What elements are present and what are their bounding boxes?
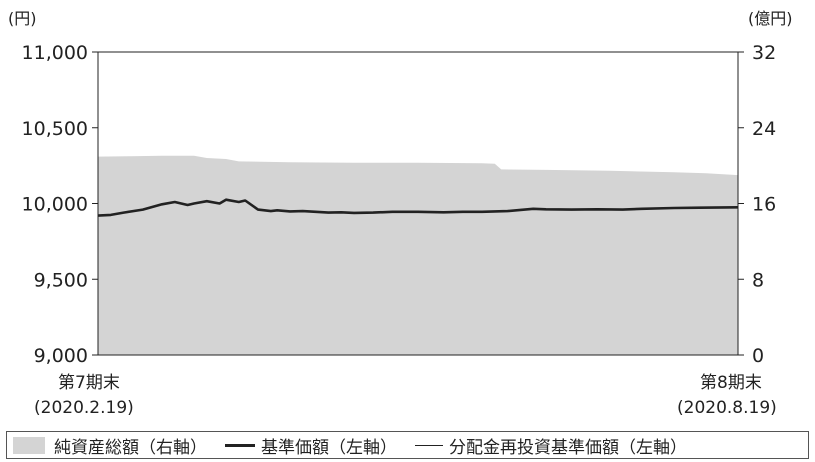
right-tick-label: 0 [752,345,764,367]
legend-label-reinvested: 分配金再投資基準価額（左軸） [449,437,687,458]
right-tick-label: 32 [752,42,776,64]
axes: 9,000 9,500 10,000 10,500 11,000 0 8 16 24 32 [22,42,777,367]
left-tick-label: 10,500 [22,118,88,140]
series-line-nav [97,198,739,217]
legend-label-area: 純資産総額（右軸） [54,437,207,458]
x-end-date: (2020.8.19) [677,398,777,418]
right-axis-unit: (億円) [748,9,793,28]
series-area-net-assets [98,155,738,355]
right-tick-label: 24 [752,118,776,140]
right-tick-label: 16 [752,194,776,216]
left-tick-label: 11,000 [22,42,88,64]
x-start-date: (2020.2.19) [34,398,134,418]
left-tick-label: 9,000 [34,345,88,367]
legend-item-nav: 基準価額（左軸） [225,433,397,458]
legend-swatch-nav [225,443,255,447]
left-axis-unit: (円) [8,9,37,28]
legend-swatch-reinvested [415,444,443,446]
x-start-period: 第7期末 [58,373,120,393]
x-end-period: 第8期末 [700,373,762,393]
left-tick-label: 10,000 [22,194,88,216]
left-tick-label: 9,500 [34,269,88,291]
legend-label-nav: 基準価額（左軸） [261,437,397,458]
legend-item-reinvested: 分配金再投資基準価額（左軸） [415,433,687,458]
right-tick-label: 8 [752,269,764,291]
plot-area [97,155,739,355]
legend: 純資産総額（右軸） 基準価額（左軸） 分配金再投資基準価額（左軸） [6,431,809,459]
legend-swatch-area [13,436,45,454]
legend-item-area: 純資産総額（右軸） [7,433,207,458]
